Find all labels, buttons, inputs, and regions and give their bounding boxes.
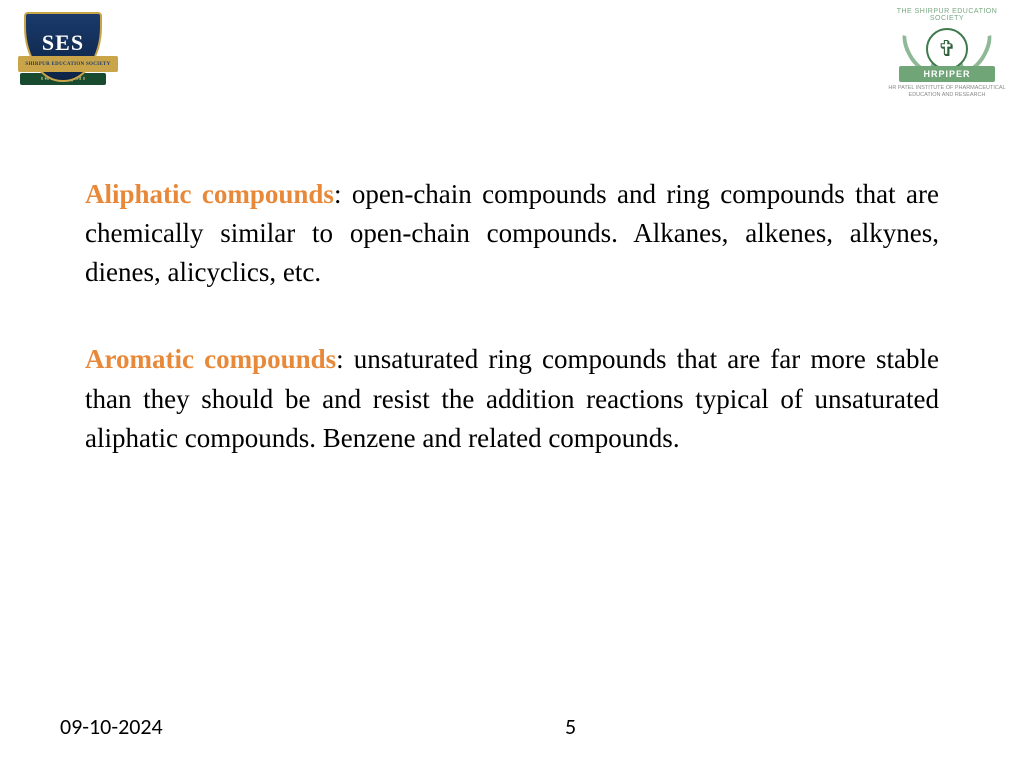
term-aliphatic: Aliphatic compounds: [85, 179, 334, 209]
paragraph-aliphatic: Aliphatic compounds: open-chain compound…: [85, 175, 939, 292]
footer-page-number: 5: [565, 713, 576, 740]
ses-monogram: SES: [42, 30, 84, 56]
hrpiper-subtitle: HR PATEL INSTITUTE OF PHARMACEUTICAL EDU…: [882, 85, 1012, 98]
ses-banner: SHIRPUR EDUCATION SOCIETY: [18, 56, 118, 72]
slide-body: Aliphatic compounds: open-chain compound…: [85, 175, 939, 506]
hrpiper-arc-text: THE SHIRPUR EDUCATION SOCIETY: [882, 8, 1012, 22]
logo-ses: SES SHIRPUR EDUCATION SOCIETY ॥ सा विद्य…: [18, 12, 108, 112]
hrpiper-emblem-circle: ✞: [926, 28, 968, 70]
footer-date: 09-10-2024: [60, 713, 163, 740]
paragraph-aromatic: Aromatic compounds: unsaturated ring com…: [85, 340, 939, 457]
term-aromatic: Aromatic compounds: [85, 344, 336, 374]
mortar-pestle-icon: ✞: [938, 36, 956, 62]
logo-hrpiper: THE SHIRPUR EDUCATION SOCIETY ✞ HRPIPER …: [882, 8, 1012, 113]
hrpiper-banner: HRPIPER: [899, 66, 995, 82]
